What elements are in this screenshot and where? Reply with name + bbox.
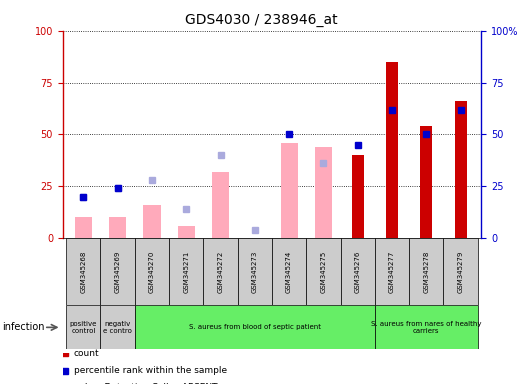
Text: GSM345268: GSM345268 (81, 250, 86, 293)
Text: GSM345269: GSM345269 (115, 250, 121, 293)
Bar (212, 172, 229, 238)
Bar (100, 305, 135, 349)
Text: value, Detection Call = ABSENT: value, Detection Call = ABSENT (74, 383, 218, 384)
Text: GSM345270: GSM345270 (149, 250, 155, 293)
Bar (444, 238, 477, 305)
Bar (75, 217, 92, 238)
Text: GDS4030 / 238946_at: GDS4030 / 238946_at (185, 13, 338, 27)
Bar (315, 147, 332, 238)
Bar (272, 238, 306, 305)
Bar (135, 305, 375, 349)
Bar (178, 226, 195, 238)
Bar (143, 205, 161, 238)
Bar (454, 101, 467, 238)
Bar (135, 238, 169, 305)
Text: infection: infection (3, 322, 45, 333)
Text: GSM345276: GSM345276 (355, 250, 361, 293)
Text: GSM345272: GSM345272 (218, 250, 223, 293)
Bar (203, 238, 237, 305)
Bar (66, 305, 100, 349)
Bar (109, 217, 126, 238)
Text: GSM345279: GSM345279 (458, 250, 463, 293)
Bar (386, 62, 398, 238)
Bar (66, 238, 100, 305)
Bar (340, 238, 375, 305)
Text: GSM345278: GSM345278 (423, 250, 429, 293)
Bar (169, 238, 203, 305)
Text: GSM345271: GSM345271 (183, 250, 189, 293)
Bar (375, 305, 477, 349)
Bar (351, 155, 363, 238)
Text: count: count (74, 349, 99, 358)
Bar (375, 238, 409, 305)
Text: GSM345274: GSM345274 (286, 250, 292, 293)
Bar (100, 238, 135, 305)
Text: percentile rank within the sample: percentile rank within the sample (74, 366, 227, 375)
Text: GSM345275: GSM345275 (321, 250, 326, 293)
Bar (420, 126, 433, 238)
Bar (306, 238, 340, 305)
Text: S. aureus from nares of healthy
carriers: S. aureus from nares of healthy carriers (371, 321, 482, 334)
Text: S. aureus from blood of septic patient: S. aureus from blood of septic patient (189, 324, 321, 330)
Text: GSM345277: GSM345277 (389, 250, 395, 293)
Text: negativ
e contro: negativ e contro (103, 321, 132, 334)
Bar (409, 238, 444, 305)
Bar (237, 238, 272, 305)
Text: GSM345273: GSM345273 (252, 250, 258, 293)
Bar (280, 143, 298, 238)
Text: positive
control: positive control (70, 321, 97, 334)
